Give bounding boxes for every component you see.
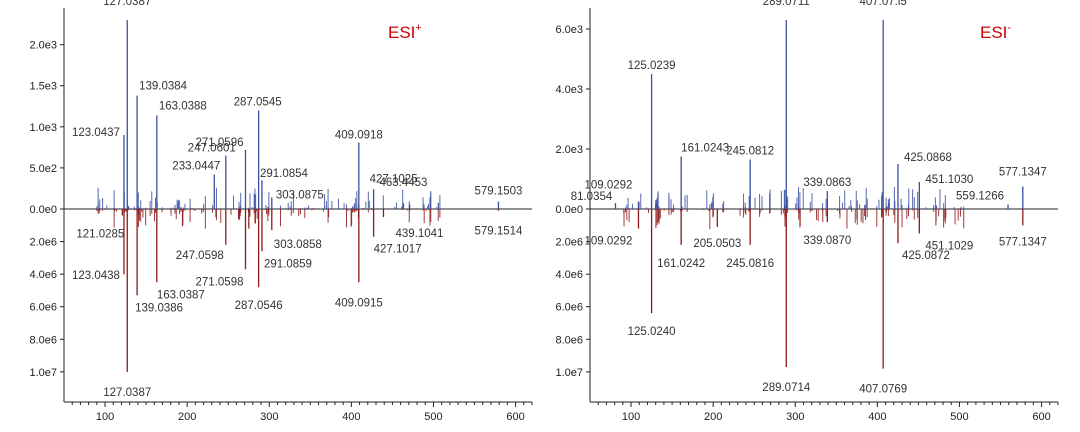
peak-label-top: 579.1503 xyxy=(474,186,522,198)
y-tick-label-bottom: 4.0e6 xyxy=(555,269,583,281)
peak-label-bottom: 577.1347 xyxy=(999,236,1047,248)
peak-label-bottom: 271.0598 xyxy=(196,276,244,288)
peak-label-top: 409.0918 xyxy=(335,129,383,141)
y-tick-label-top: 6.0e3 xyxy=(555,24,583,36)
peak-label-top: 127.0387 xyxy=(103,0,151,8)
y-tick-label-top: 0.0e0 xyxy=(555,204,583,216)
mode-label-text: ESI xyxy=(388,23,415,42)
y-tick-label-top: 4.0e3 xyxy=(555,84,583,96)
peak-label-top: 559.1266 xyxy=(956,191,1004,203)
peak-label-top: 407.07:i5 xyxy=(860,0,907,8)
peak-label-top: 245.0812 xyxy=(726,146,774,158)
peak-label-top: 125.0239 xyxy=(628,60,676,72)
peak-label-bottom: 425.0872 xyxy=(902,250,950,262)
peak-label-bottom: 109.0292 xyxy=(584,236,632,248)
peak-label-bottom: 339.0870 xyxy=(803,235,851,247)
x-tick-label: 500 xyxy=(950,411,968,423)
peak-label-bottom: 139.0386 xyxy=(135,302,183,314)
x-tick-label: 600 xyxy=(1032,411,1050,423)
peak-label-top: 577.1347 xyxy=(999,167,1047,179)
y-tick-label-top: 1.0e3 xyxy=(29,122,57,134)
peak-label-top: 233.0447 xyxy=(172,160,220,172)
peak-label-top: 303.0875 xyxy=(276,189,324,201)
peak-label-bottom: 121.0285 xyxy=(76,229,124,241)
peak-label-bottom: 407.0769 xyxy=(859,384,907,396)
peak-label-top: 247.0601 xyxy=(188,143,236,155)
peak-label-top: 289.0711 xyxy=(763,0,810,8)
peak-label-top: 139.0384 xyxy=(139,81,188,93)
x-tick-label: 300 xyxy=(260,411,278,423)
peak-label-top: 271.0596 xyxy=(196,137,244,149)
x-tick-label: 600 xyxy=(506,411,524,423)
peak-label-bottom: 245.0816 xyxy=(726,258,774,270)
x-tick-label: 300 xyxy=(786,411,804,423)
y-tick-label-top: 0.0e0 xyxy=(29,204,57,216)
x-tick-label: 500 xyxy=(424,411,442,423)
peak-label-top: 161.0243 xyxy=(681,143,729,155)
x-tick-label: 400 xyxy=(342,411,360,423)
peak-label-bottom: 161.0242 xyxy=(657,258,705,270)
peak-label-bottom: 451.1029 xyxy=(925,240,973,252)
y-tick-label-bottom: 8.0e6 xyxy=(29,334,57,346)
y-tick-label-bottom: 2.0e6 xyxy=(29,237,57,249)
peak-label-bottom: 291.0859 xyxy=(264,258,312,270)
peak-label-bottom: 579.1514 xyxy=(474,226,523,238)
x-tick-label: 100 xyxy=(622,411,640,423)
peak-label-bottom: 125.0240 xyxy=(628,326,676,338)
esi-positive-panel: 100 200 300 400 500 600 0.0e0 5.0e2 1.0e3 1.5e3 2.… xyxy=(29,0,533,423)
peak-label-top: 463.4453 xyxy=(379,177,427,189)
peak-label-top: 163.0388 xyxy=(159,100,207,112)
peak-label-bottom: 427.1017 xyxy=(374,244,422,256)
mode-label-sign: - xyxy=(1007,22,1011,34)
peak-label-bottom: 409.0915 xyxy=(335,297,383,309)
y-tick-label-top: 2.0e3 xyxy=(555,144,583,156)
peak-label-top: 109.0292 xyxy=(584,180,632,192)
ionization-mode-label: ESI+ xyxy=(388,22,422,42)
peak-label-bottom: 289.0714 xyxy=(762,382,811,394)
peak-label-bottom: 205.0503 xyxy=(693,238,741,250)
peak-label-bottom: 247.0598 xyxy=(176,250,224,262)
peak-label-bottom: 303.0858 xyxy=(274,239,322,251)
peak-label-top: 339.0863 xyxy=(803,177,851,189)
y-tick-label-bottom: 6.0e6 xyxy=(555,302,583,314)
y-tick-label-bottom: 4.0e6 xyxy=(29,269,57,281)
peak-label-bottom: 127.0387 xyxy=(103,387,151,399)
peak-label-bottom: 439.1041 xyxy=(395,228,443,240)
y-tick-label-top: 5.0e2 xyxy=(29,163,57,175)
peak-label-bottom: 123.0438 xyxy=(72,270,120,282)
x-tick-label: 100 xyxy=(96,411,114,423)
y-tick-label-bottom: 2.0e6 xyxy=(555,237,583,249)
x-tick-label: 200 xyxy=(704,411,722,423)
esi-negative-panel: 100 200 300 400 500 600 0.0e0 2.0e3 4.0e3 6.0e3 2.… xyxy=(555,0,1059,423)
mode-label-text: ESI xyxy=(980,23,1007,42)
y-tick-label-bottom: 1.0e7 xyxy=(29,367,57,379)
x-tick-label: 400 xyxy=(868,411,886,423)
y-tick-label-bottom: 6.0e6 xyxy=(29,302,57,314)
peak-label-top: 427.1025 xyxy=(370,173,418,185)
peak-label-bottom: 163.0387 xyxy=(157,289,205,301)
peak-label-top: 425.0868 xyxy=(904,152,952,164)
peak-label-top: 291.0854 xyxy=(260,168,309,180)
y-tick-label-bottom: 8.0e6 xyxy=(555,334,583,346)
peak-label-top: 451.1030 xyxy=(925,174,973,186)
peak-label-top: 123.0437 xyxy=(72,127,120,139)
peak-label-top: 81.0354 xyxy=(571,191,613,203)
x-tick-label: 200 xyxy=(178,411,196,423)
mode-label-sign: + xyxy=(415,22,421,34)
peak-label-bottom: 287.0546 xyxy=(235,300,283,312)
y-tick-label-top: 2.0e3 xyxy=(29,40,57,52)
ionization-mode-label: ESI- xyxy=(980,22,1011,42)
y-tick-label-bottom: 1.0e7 xyxy=(555,367,583,379)
peak-label-top: 287.0545 xyxy=(234,96,282,108)
y-tick-label-top: 1.5e3 xyxy=(29,81,57,93)
